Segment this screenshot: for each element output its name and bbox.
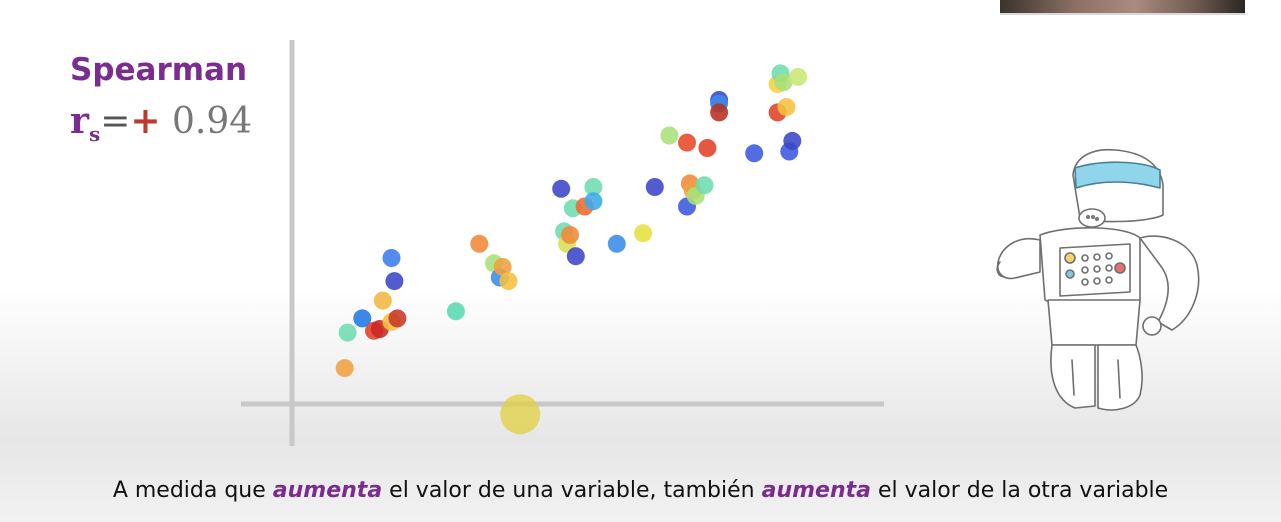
data-point-5: [382, 249, 401, 267]
data-point-39: [710, 103, 729, 122]
caption-emphasis-1: aumenta: [272, 478, 383, 503]
webcam-overlay: [1000, 0, 1245, 15]
data-point-3: [353, 309, 372, 328]
data-point-24: [584, 178, 603, 196]
rho-symbol: rs: [70, 100, 101, 147]
data-point-10: [388, 309, 407, 328]
data-point-48: [789, 67, 808, 86]
data-point-6: [385, 272, 404, 291]
data-point-44: [774, 73, 793, 92]
data-point-27: [634, 224, 653, 243]
sign-plus: +: [130, 100, 161, 142]
data-point-1: [335, 359, 354, 378]
data-point-4: [373, 291, 392, 310]
data-point-26: [607, 234, 626, 253]
data-point-47: [783, 131, 802, 150]
data-point-28: [645, 178, 664, 196]
data-point-45: [777, 98, 796, 117]
data-point-16: [499, 272, 518, 291]
points-layer: [335, 64, 808, 435]
caption-text: A medida que aumenta el valor de una var…: [112, 478, 1169, 503]
data-point-22: [566, 247, 585, 266]
robot-illustration: [996, 148, 1200, 411]
data-point-35: [695, 176, 714, 195]
caption-emphasis-2: aumenta: [761, 478, 871, 503]
data-point-40: [745, 144, 764, 163]
data-point-30: [678, 133, 696, 152]
data-point-29: [660, 126, 679, 145]
data-point-49: [500, 394, 541, 435]
data-point-20: [561, 225, 579, 244]
coefficient-value: 0.94: [172, 101, 253, 142]
correlation-formula: rs=+ 0.94: [70, 100, 252, 146]
data-point-15: [493, 257, 512, 276]
data-point-17: [552, 179, 571, 198]
data-point-11: [446, 302, 465, 321]
data-point-2: [338, 323, 357, 342]
data-point-25: [584, 192, 603, 211]
method-title: Spearman: [70, 52, 248, 88]
data-point-12: [470, 234, 489, 253]
equals-sign: =: [100, 101, 131, 142]
data-point-36: [698, 139, 717, 157]
